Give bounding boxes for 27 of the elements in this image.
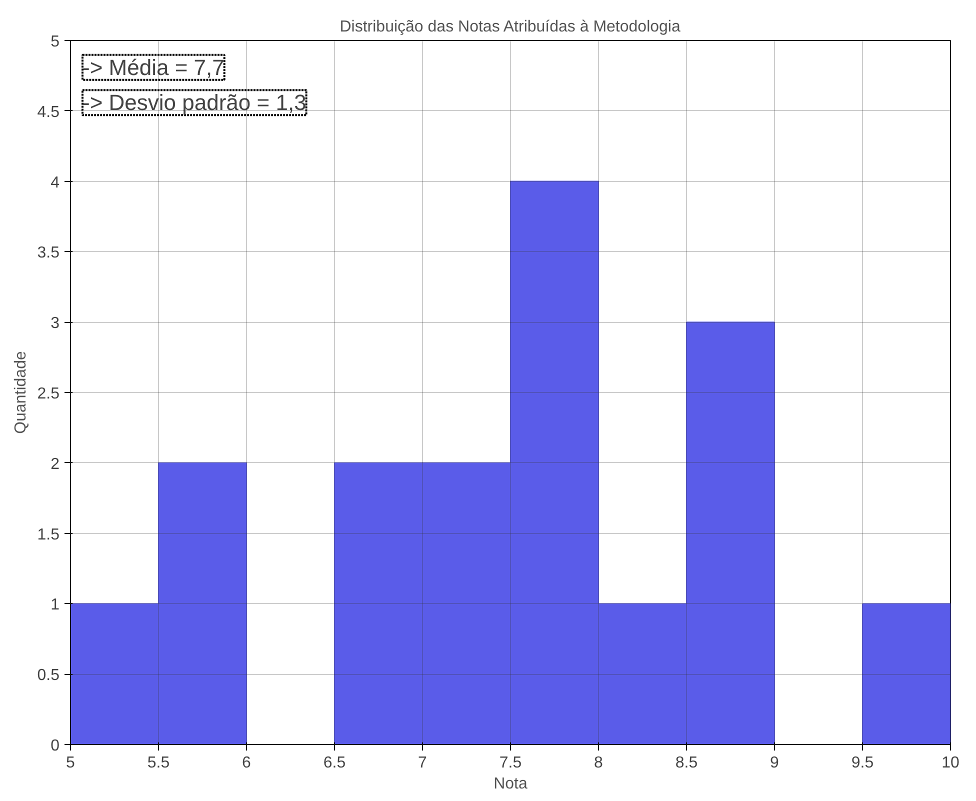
y-tick-label: 0 — [50, 738, 60, 754]
y-tick-label: 2 — [50, 456, 60, 473]
x-tick-label: 7.5 — [499, 754, 522, 772]
x-tick-label: 9 — [770, 754, 780, 772]
x-tick-label: 7 — [418, 754, 428, 772]
y-tick-label: 0.5 — [37, 667, 60, 684]
y-tick-label: 4.5 — [37, 104, 60, 121]
y-tick-label: 2.5 — [37, 386, 60, 402]
y-tick-label: 1 — [50, 596, 60, 614]
y-tick-label: 1.5 — [37, 526, 60, 544]
annotation: -> Desvio padrão = 1,3 — [82, 90, 306, 116]
annotation: -> Média = 7,7 — [82, 54, 224, 80]
y-tick-label: 3 — [50, 315, 60, 332]
x-tick-label: 8 — [594, 754, 604, 772]
y-tick-label: 5 — [50, 34, 60, 50]
x-tick-label: 5.5 — [147, 754, 170, 772]
y-tick-label: 4 — [50, 174, 60, 192]
x-tick-label: 6.5 — [323, 754, 346, 772]
x-tick-label: 8.5 — [675, 754, 698, 772]
x-tick-label: 9.5 — [851, 754, 874, 772]
x-tick-label: 5 — [66, 754, 76, 772]
x-tick-label: 10 — [942, 754, 960, 772]
x-axis-title: Nota — [494, 776, 528, 792]
chart-title: Distribuição das Notas Atribuídas à Metodologia — [340, 18, 680, 36]
y-axis-title: Quantidade — [12, 351, 30, 434]
x-tick-label: 6 — [242, 754, 252, 772]
y-tick-label: 3.5 — [37, 244, 60, 262]
